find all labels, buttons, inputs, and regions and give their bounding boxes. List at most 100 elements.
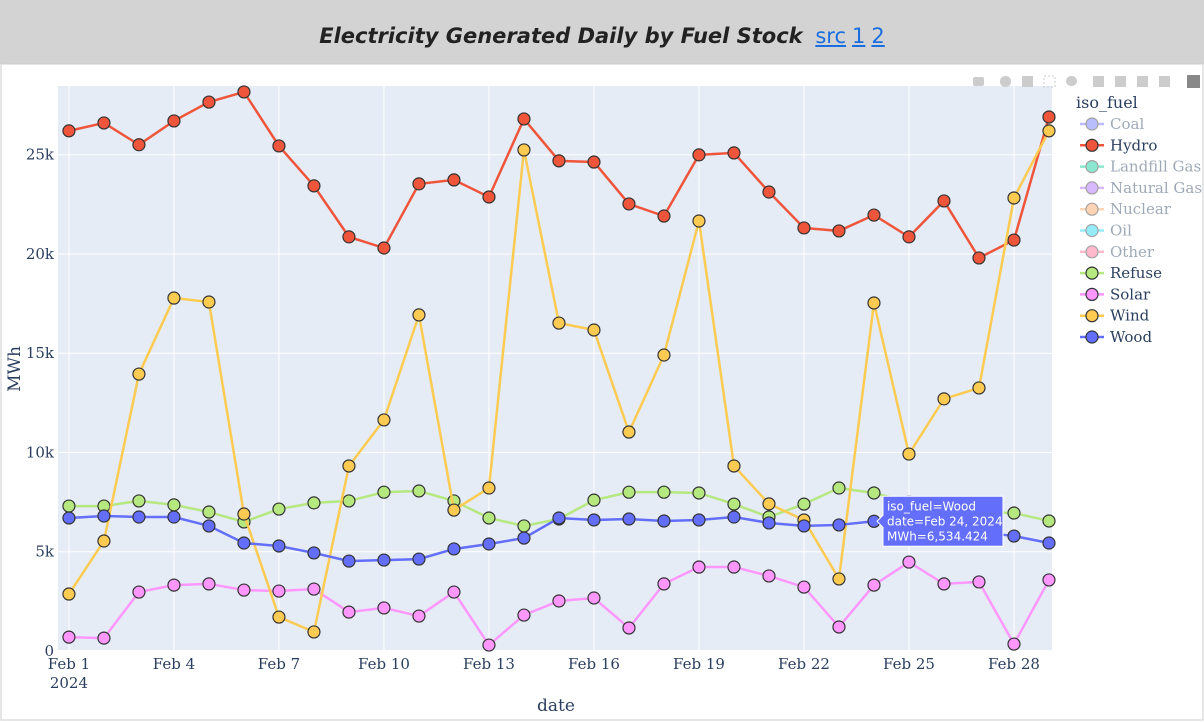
data-point xyxy=(867,578,881,592)
modebar-button[interactable] xyxy=(1187,75,1200,88)
modebar-button[interactable] xyxy=(973,77,984,86)
data-point xyxy=(167,510,181,524)
data-point xyxy=(552,316,566,330)
data-point xyxy=(692,513,706,527)
series xyxy=(62,555,1056,652)
data-point xyxy=(342,494,356,508)
modebar-button[interactable] xyxy=(1115,76,1126,87)
data-point xyxy=(727,560,741,574)
legend-label: Wind xyxy=(1110,307,1150,325)
data-point xyxy=(132,494,146,508)
data-point xyxy=(62,511,76,525)
modebar-button[interactable] xyxy=(1159,76,1170,87)
legend-item[interactable]: Nuclear xyxy=(1080,200,1172,218)
link[interactable]: 1 xyxy=(852,24,866,48)
data-point xyxy=(167,291,181,305)
legend-item[interactable]: Landfill Gas xyxy=(1080,158,1201,176)
legend-label: Coal xyxy=(1110,115,1144,133)
legend-item[interactable]: Refuse xyxy=(1080,264,1162,282)
data-point xyxy=(482,511,496,525)
modebar-button[interactable] xyxy=(1093,76,1104,87)
link[interactable]: src xyxy=(815,24,847,48)
header: Electricity Generated Daily by Fuel Stoc… xyxy=(0,0,1204,64)
data-point xyxy=(902,447,916,461)
legend-marker xyxy=(1085,330,1099,344)
modebar-button[interactable] xyxy=(1043,75,1056,88)
legend-item[interactable]: Natural Gas xyxy=(1080,179,1202,197)
legend-item[interactable]: Wind xyxy=(1080,307,1150,325)
legend-item[interactable]: Wood xyxy=(1080,328,1152,346)
legend-item[interactable]: Other xyxy=(1080,243,1155,261)
data-point xyxy=(167,578,181,592)
data-point xyxy=(377,601,391,615)
data-point xyxy=(1042,536,1056,550)
data-point xyxy=(342,230,356,244)
modebar xyxy=(973,75,1200,88)
legend-label: Nuclear xyxy=(1110,200,1172,218)
data-point xyxy=(202,95,216,109)
modebar-button[interactable] xyxy=(1000,76,1011,87)
page-title: Electricity Generated Daily by Fuel Stoc… xyxy=(319,24,803,48)
data-point xyxy=(552,511,566,525)
data-point xyxy=(797,497,811,511)
data-point xyxy=(622,485,636,499)
data-point xyxy=(272,139,286,153)
modebar-button[interactable] xyxy=(1066,76,1077,86)
link[interactable]: 2 xyxy=(871,24,885,48)
data-point xyxy=(622,197,636,211)
plot-area xyxy=(58,86,1052,651)
modebar-button[interactable] xyxy=(1137,76,1148,87)
data-point xyxy=(692,148,706,162)
legend-marker xyxy=(1085,223,1099,238)
data-point xyxy=(97,534,111,548)
legend-item[interactable]: Coal xyxy=(1080,115,1144,133)
data-point xyxy=(1007,506,1021,520)
data-point xyxy=(482,638,496,652)
data-point xyxy=(237,583,251,597)
modebar-button[interactable] xyxy=(1022,76,1033,87)
data-point xyxy=(482,190,496,204)
data-point xyxy=(657,577,671,591)
data-point xyxy=(1007,233,1021,247)
legend-item[interactable]: Hydro xyxy=(1080,136,1157,154)
y-tick-label: 0 xyxy=(44,642,54,660)
data-point xyxy=(1007,637,1021,651)
data-point xyxy=(517,531,531,545)
data-point xyxy=(62,124,76,138)
data-point xyxy=(1007,529,1021,543)
data-point xyxy=(202,577,216,591)
data-point xyxy=(447,585,461,599)
data-point xyxy=(902,230,916,244)
data-point xyxy=(202,519,216,533)
legend-item[interactable]: Solar xyxy=(1080,285,1151,303)
data-point xyxy=(62,587,76,601)
legend-title: iso_fuel xyxy=(1076,93,1138,112)
data-point xyxy=(132,585,146,599)
tooltip-text: date=Feb 24, 2024 xyxy=(887,514,1003,528)
data-point xyxy=(587,155,601,169)
data-point xyxy=(552,154,566,168)
data-point xyxy=(727,510,741,524)
legend-marker xyxy=(1085,138,1099,152)
data-point xyxy=(482,481,496,495)
data-point xyxy=(972,381,986,395)
data-point xyxy=(587,323,601,337)
data-point xyxy=(62,630,76,644)
data-point xyxy=(762,516,776,530)
x-tick-label: Feb 13 xyxy=(463,655,515,673)
data-point xyxy=(307,496,321,510)
data-point xyxy=(622,512,636,526)
data-point xyxy=(132,138,146,152)
data-point xyxy=(867,296,881,310)
data-point xyxy=(692,214,706,228)
data-point xyxy=(202,505,216,519)
data-point xyxy=(902,555,916,569)
legend-marker xyxy=(1085,266,1099,280)
data-point xyxy=(937,392,951,406)
data-point xyxy=(657,209,671,223)
legend-item[interactable]: Oil xyxy=(1080,222,1132,240)
data-point xyxy=(727,146,741,160)
x-tick-label: Feb 19 xyxy=(673,655,725,673)
data-point xyxy=(1042,573,1056,587)
